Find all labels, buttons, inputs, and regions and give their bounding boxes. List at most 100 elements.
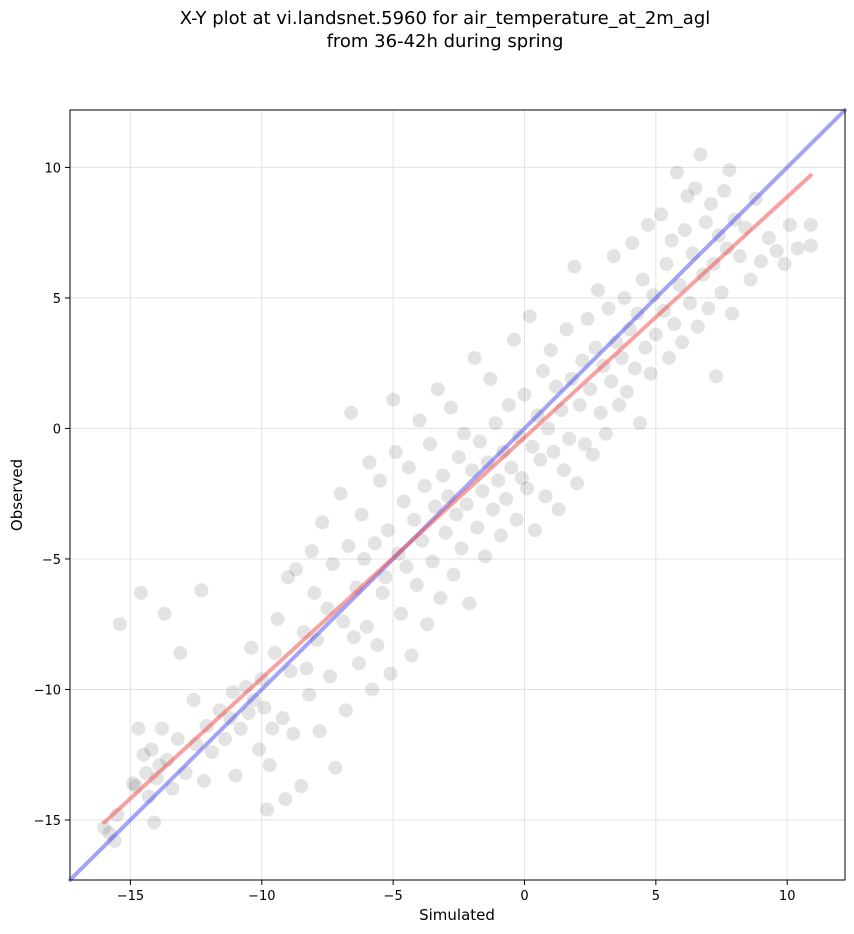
scatter-point [328,760,343,775]
scatter-point [412,413,427,428]
scatter-point [504,460,519,475]
scatter-point [438,525,453,540]
scatter-point [420,617,435,632]
scatter-point [625,236,640,251]
scatter-point [572,397,587,412]
scatter-point [591,283,606,298]
scatter-point [344,405,359,420]
scatter-point [661,350,676,365]
scatter-point [436,468,451,483]
scatter-point [383,666,398,681]
scatter-point [677,223,692,238]
regression-fit-line [102,173,813,825]
x-axis-label: Simulated [419,906,495,924]
scatter-point [543,343,558,358]
scatter-point [449,507,464,522]
scatter-point [165,781,180,796]
scatter-point [338,703,353,718]
x-tick-label: −15 [117,889,144,904]
scatter-point [283,664,298,679]
scatter-point [323,669,338,684]
scatter-point [443,400,458,415]
scatter-point [451,450,466,465]
scatter-point [380,523,395,538]
scatter-point [717,183,732,198]
scatter-point [614,350,629,365]
x-tick-label: 0 [520,889,528,904]
scatter-point [375,585,390,600]
scatter-point [598,426,613,441]
scatter-point [769,243,784,258]
scatter-point [467,350,482,365]
scatter-point [275,711,290,726]
scatter-point [753,254,768,269]
scatter-point [520,481,535,496]
scatter-point [359,619,374,634]
scatter-point [688,181,703,196]
scatter-point [320,601,335,616]
scatter-point [454,541,469,556]
scatter-point [370,638,385,653]
scatter-point [286,726,301,741]
scatter-point [654,207,669,222]
scatter-point [562,431,577,446]
scatter-point [485,502,500,517]
scatter-point [97,820,112,835]
scatter-point [583,382,598,397]
scatter-point [535,364,550,379]
scatter-point [278,792,293,807]
scatter-point [218,732,232,747]
scatter-point [307,585,322,600]
one-to-one-line [68,108,847,882]
scatter-point [299,661,314,676]
plot-frame [69,109,846,881]
scatter-point [722,163,737,178]
scatter-point [157,606,172,621]
scatter-point [585,447,600,462]
scatter-point [541,421,556,436]
scatter-point [464,463,479,478]
scatter-point [719,241,734,256]
scatter-point [559,322,574,337]
scatter-point [664,233,679,248]
scatter-point [244,640,259,655]
scatter-point [446,567,461,582]
scatter-point [522,309,537,324]
scatter-point [404,648,419,663]
scatter-point [635,272,650,287]
scatter-point [580,311,595,326]
scatter-point [683,296,697,311]
chart-title-line-1: X-Y plot at vi.landsnet.5960 for air_tem… [179,8,711,29]
scatter-point [462,596,477,611]
scatter-point [346,630,361,645]
scatter-point [281,570,296,585]
scatter-point [459,497,474,512]
scatter-point [782,217,797,232]
y-tick-label: −15 [34,814,61,829]
scatter-point [260,802,275,817]
scatter-point [672,277,687,292]
scatter-point [270,611,285,626]
scatter-point [394,606,409,621]
x-tick-label: −10 [248,889,275,904]
y-tick-label: −10 [34,683,61,698]
axis-ticks: −15 −10 −5 0 5 10 −15 −10 −5 0 5 10 [34,161,796,904]
scatter-point [154,721,169,736]
scatter-point [533,452,548,467]
x-tick-label: −5 [384,889,403,904]
scatter-point [725,306,740,321]
scatter-point [517,387,532,402]
scatter-point [315,515,330,530]
scatter-point [525,439,540,454]
scatter-point [483,371,498,386]
scatter-point [225,685,240,700]
scatter-point [351,656,366,671]
scatter-point [606,249,621,264]
scatter-point [304,544,319,559]
scatter-point [475,484,490,499]
scatter-point [472,434,487,449]
scatter-point [612,397,627,412]
scatter-point [386,392,401,407]
scatter-point [478,549,493,564]
